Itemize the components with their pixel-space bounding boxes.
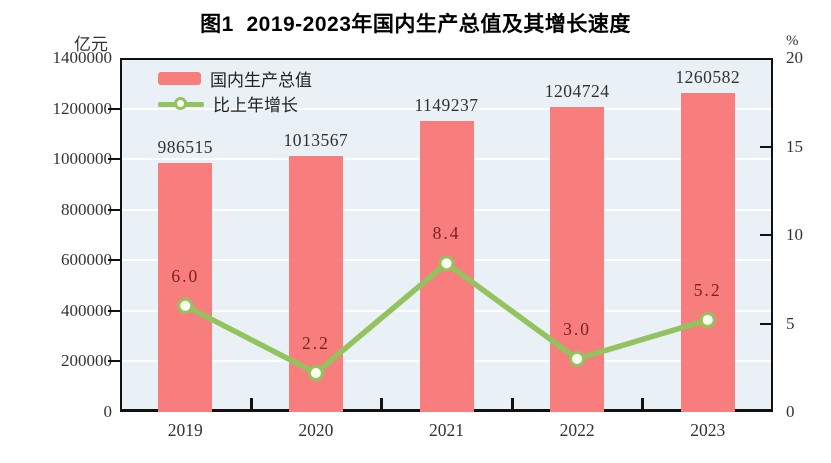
bar-value-label: 1013567 <box>283 129 349 150</box>
left-axis-tick-label: 1400000 <box>52 48 113 67</box>
right-axis-tick-label: 5 <box>786 313 795 333</box>
left-axis-tick <box>108 208 120 211</box>
growth-marker <box>307 365 324 382</box>
legend-item-growth: 比上年增长 <box>158 91 312 116</box>
plot-area <box>120 58 773 412</box>
left-axis-tick <box>108 309 120 312</box>
left-axis-tick-label: 1000000 <box>52 149 113 169</box>
left-axis-unit-label: 亿元 <box>74 35 108 54</box>
right-axis-tick-label: 20 <box>786 48 803 67</box>
bar-value-label: 1260582 <box>675 67 741 88</box>
growth-marker <box>569 350 586 367</box>
right-axis-tick <box>760 145 771 148</box>
x-axis-tick <box>641 398 645 409</box>
left-axis-tick <box>108 360 120 363</box>
right-axis-tick <box>760 234 771 236</box>
x-axis-year-label: 2021 <box>429 420 464 440</box>
bar-value-label: 986515 <box>157 136 214 157</box>
left-axis-tick-label: 0 <box>103 402 113 421</box>
left-axis-tick <box>108 107 120 110</box>
growth-line-chart <box>177 255 716 382</box>
legend-item-gdp: 国内生产总值 <box>158 66 312 91</box>
left-axis-tick <box>108 158 120 161</box>
x-axis-year-label: 2023 <box>690 420 726 440</box>
bar-value-label: 1204724 <box>544 81 610 102</box>
left-axis-tick-label: 400000 <box>61 300 112 320</box>
right-axis-tick <box>760 322 771 325</box>
x-axis-tick <box>249 398 253 409</box>
legend-label-growth: 比上年增长 <box>213 96 298 115</box>
right-axis-tick-label: 0 <box>786 402 795 421</box>
left-axis-tick-label: 200000 <box>61 351 112 371</box>
left-axis-tick <box>108 259 120 262</box>
x-axis-year-label: 2022 <box>559 420 595 440</box>
gdp-bar <box>680 93 735 412</box>
x-axis-tick <box>510 398 514 409</box>
left-axis-tick-label: 800000 <box>61 199 112 219</box>
left-axis-tick-label: 1200000 <box>52 98 113 118</box>
chart-title: 图1 2019-2023年国内生产总值及其增长速度 <box>200 13 631 36</box>
growth-marker <box>438 255 455 272</box>
gdp-bar-swatch-icon <box>158 72 201 85</box>
x-axis-tick <box>380 398 384 409</box>
x-axis-year-label: 2020 <box>298 420 334 440</box>
growth-marker <box>699 311 716 328</box>
growth-marker <box>177 297 194 314</box>
legend: 国内生产总值 比上年增长 <box>158 66 312 116</box>
right-axis-tick-label: 10 <box>786 225 803 244</box>
right-axis-tick-label: 15 <box>786 136 803 156</box>
growth-rate-label: 5.2 <box>693 279 722 300</box>
growth-rate-label: 6.0 <box>171 265 200 286</box>
growth-rate-label: 8.4 <box>432 223 461 244</box>
gridline <box>122 107 771 110</box>
bar-value-label: 1149237 <box>414 95 479 116</box>
left-axis-tick-label: 600000 <box>61 250 112 270</box>
right-axis-unit-label: % <box>786 33 799 49</box>
growth-rate-label: 3.0 <box>563 318 592 339</box>
growth-line-swatch-icon <box>158 97 204 110</box>
legend-label-gdp: 国内生产总值 <box>210 71 312 90</box>
x-axis-year-label: 2019 <box>167 420 203 440</box>
gdp-bar <box>158 162 213 412</box>
growth-rate-label: 2.2 <box>301 333 330 354</box>
